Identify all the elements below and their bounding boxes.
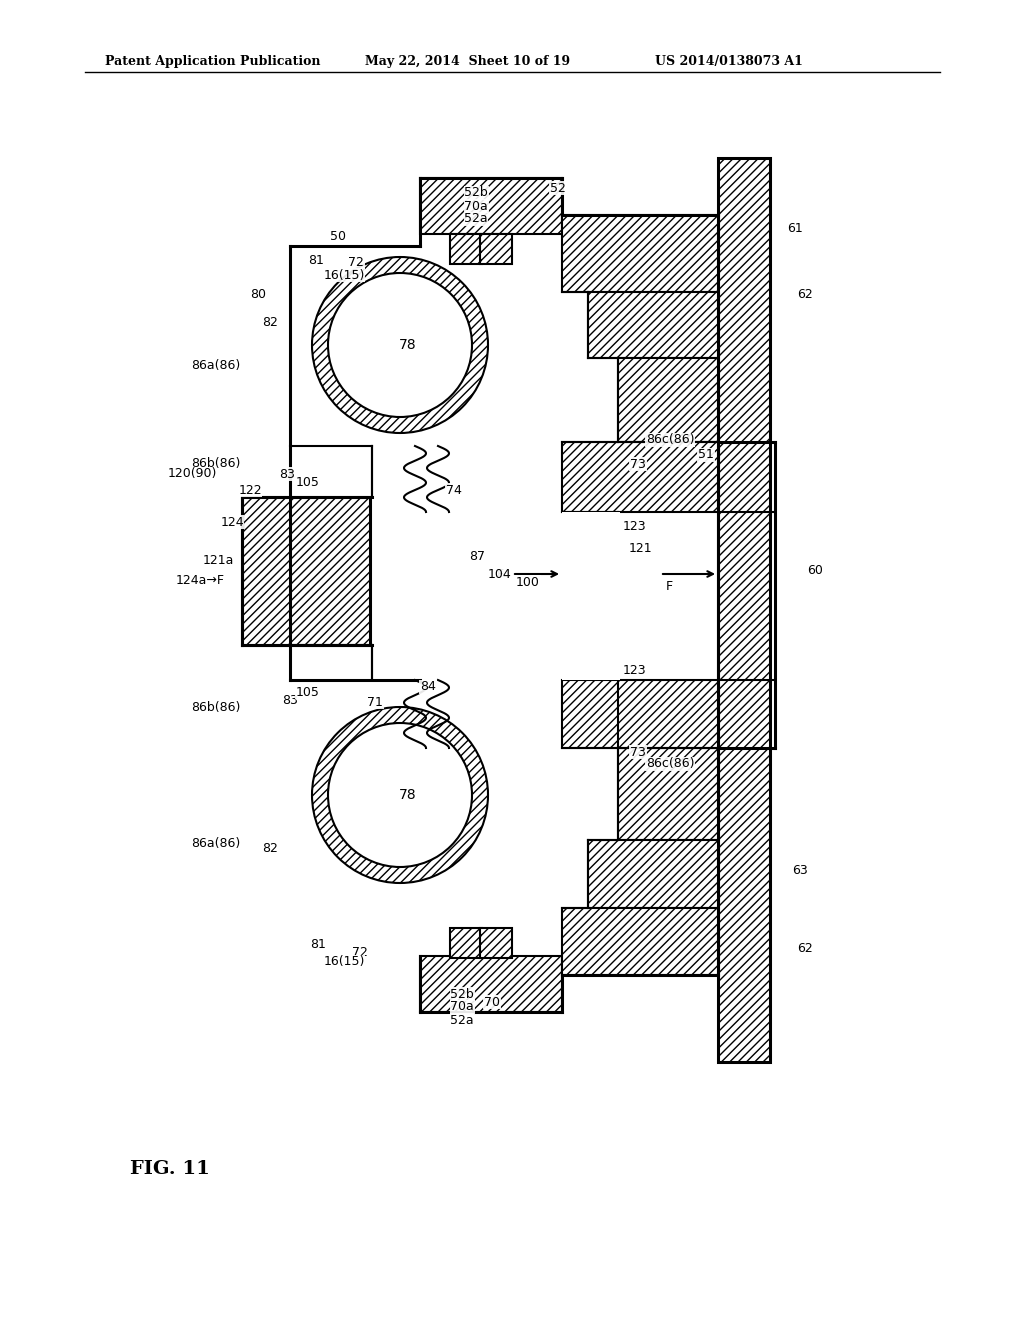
- Text: FIG. 11: FIG. 11: [130, 1160, 210, 1177]
- Text: 62: 62: [797, 941, 813, 954]
- Bar: [718, 158, 770, 1063]
- Bar: [562, 215, 720, 292]
- Text: 123: 123: [623, 664, 646, 676]
- Text: 52a: 52a: [464, 213, 487, 226]
- Bar: [588, 840, 720, 908]
- Text: 105: 105: [296, 685, 319, 698]
- Text: 78: 78: [399, 338, 417, 352]
- Text: 86b(86): 86b(86): [191, 701, 241, 714]
- Bar: [562, 442, 720, 512]
- Text: 72: 72: [348, 256, 364, 268]
- Bar: [562, 512, 620, 680]
- Text: 16(15): 16(15): [324, 956, 365, 969]
- Bar: [242, 498, 370, 645]
- Text: 83: 83: [282, 693, 298, 706]
- Text: 73: 73: [630, 458, 646, 470]
- Bar: [450, 234, 482, 264]
- Bar: [618, 748, 720, 840]
- Bar: [480, 928, 512, 958]
- Text: 60: 60: [807, 564, 823, 577]
- Text: F: F: [666, 579, 673, 593]
- Text: 123: 123: [623, 520, 646, 533]
- Bar: [480, 234, 512, 264]
- Text: 86a(86): 86a(86): [191, 837, 241, 850]
- Bar: [420, 178, 562, 234]
- Text: 70a: 70a: [451, 1001, 474, 1014]
- Text: F: F: [497, 568, 504, 581]
- Bar: [588, 292, 720, 358]
- Bar: [562, 442, 720, 512]
- Text: 63: 63: [793, 863, 808, 876]
- Text: 16(15): 16(15): [324, 268, 365, 281]
- Text: 74: 74: [446, 483, 462, 496]
- Text: 52: 52: [550, 181, 566, 194]
- Text: 81: 81: [310, 937, 326, 950]
- Bar: [588, 292, 720, 358]
- Text: 70a: 70a: [464, 199, 487, 213]
- Text: 78: 78: [399, 788, 417, 803]
- Text: US 2014/0138073 A1: US 2014/0138073 A1: [655, 55, 803, 69]
- Text: 121a: 121a: [203, 553, 233, 566]
- Bar: [480, 928, 512, 958]
- Circle shape: [312, 257, 488, 433]
- Bar: [420, 956, 562, 1012]
- Text: 105: 105: [296, 475, 319, 488]
- Bar: [450, 234, 482, 264]
- Text: 86b(86): 86b(86): [191, 458, 241, 470]
- Bar: [718, 158, 770, 1063]
- Text: Patent Application Publication: Patent Application Publication: [105, 55, 321, 69]
- Text: 73: 73: [630, 746, 646, 759]
- Text: 104: 104: [488, 569, 512, 582]
- Text: 81: 81: [308, 253, 324, 267]
- Text: 71: 71: [367, 696, 383, 709]
- Text: 52a: 52a: [451, 1014, 474, 1027]
- Circle shape: [328, 273, 472, 417]
- Bar: [562, 680, 720, 748]
- Text: 50: 50: [330, 231, 346, 243]
- Bar: [618, 358, 720, 442]
- Text: 87: 87: [469, 549, 485, 562]
- Bar: [242, 498, 370, 645]
- Text: 51: 51: [698, 449, 714, 462]
- Bar: [562, 680, 720, 748]
- Circle shape: [328, 723, 472, 867]
- Text: 124a→F: 124a→F: [175, 573, 224, 586]
- Text: 86a(86): 86a(86): [191, 359, 241, 372]
- Text: 86c(86): 86c(86): [646, 758, 694, 771]
- Circle shape: [312, 708, 488, 883]
- Bar: [618, 748, 720, 840]
- Text: 84: 84: [420, 681, 436, 693]
- Text: 82: 82: [262, 317, 278, 330]
- Text: 83: 83: [280, 467, 295, 480]
- Text: 86c(86): 86c(86): [646, 433, 694, 446]
- Bar: [588, 840, 720, 908]
- Text: 100: 100: [516, 576, 540, 589]
- Bar: [420, 178, 562, 234]
- Text: 52b: 52b: [464, 186, 487, 199]
- Text: 72: 72: [352, 945, 368, 958]
- Text: 120(90): 120(90): [167, 467, 217, 480]
- Bar: [562, 215, 720, 292]
- Bar: [290, 246, 562, 680]
- Text: 62: 62: [797, 289, 813, 301]
- Text: 121: 121: [628, 541, 652, 554]
- Text: 82: 82: [262, 842, 278, 854]
- Text: May 22, 2014  Sheet 10 of 19: May 22, 2014 Sheet 10 of 19: [365, 55, 570, 69]
- Text: 61: 61: [787, 222, 803, 235]
- Text: 124: 124: [220, 516, 244, 528]
- Text: 52b: 52b: [451, 987, 474, 1001]
- Text: 70: 70: [484, 995, 500, 1008]
- Bar: [480, 234, 512, 264]
- Text: 122: 122: [239, 483, 262, 496]
- Bar: [420, 956, 562, 1012]
- Bar: [562, 908, 720, 975]
- Text: 80: 80: [250, 288, 266, 301]
- Bar: [618, 358, 720, 442]
- Bar: [562, 908, 720, 975]
- Bar: [450, 928, 482, 958]
- Bar: [450, 928, 482, 958]
